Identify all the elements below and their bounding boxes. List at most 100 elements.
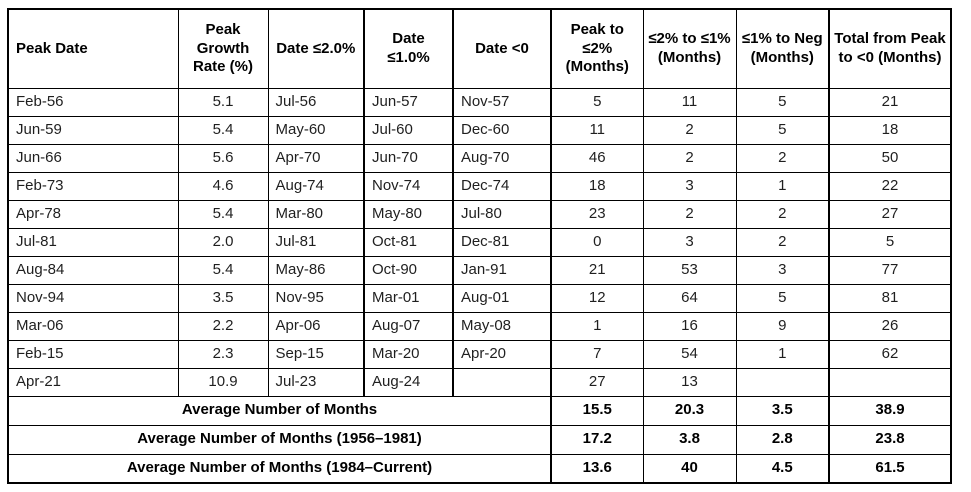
cell-peak-date: Jun-59: [7, 115, 179, 145]
cell-date-lt-0: Jul-80: [452, 199, 552, 229]
cell-date-le-1pct: Aug-24: [363, 367, 454, 397]
cell-months-peak-to-2pct: 1: [550, 311, 644, 341]
cell-months-total: [828, 367, 952, 397]
cell-months-1pct-to-neg: 2: [735, 143, 830, 173]
cell-peak-date: Nov-94: [7, 283, 179, 313]
table-row: Nov-94 3.5 Nov-95 Mar-01 Aug-01 12 64 5 81: [7, 283, 952, 313]
cell-months-peak-to-2pct: 5: [550, 87, 644, 117]
cell-peak-date: Feb-73: [7, 171, 179, 201]
cell-peak-date: Mar-06: [7, 311, 179, 341]
cell-months-peak-to-2pct: 7: [550, 339, 644, 369]
average-value-months-total: 61.5: [828, 453, 952, 484]
cell-date-lt-0: Jan-91: [452, 255, 552, 285]
cell-months-total: 62: [828, 339, 952, 369]
average-value-months-2pct-to-1pct: 40: [642, 453, 737, 484]
cell-date-le-1pct: Jul-60: [363, 115, 454, 145]
average-value-months-2pct-to-1pct: 3.8: [642, 424, 737, 455]
cell-months-total: 77: [828, 255, 952, 285]
cell-months-total: 50: [828, 143, 952, 173]
cell-date-lt-0: May-08: [452, 311, 552, 341]
cell-peak-date: Apr-78: [7, 199, 179, 229]
cell-months-total: 26: [828, 311, 952, 341]
cell-date-le-1pct: Jun-57: [363, 87, 454, 117]
cell-months-2pct-to-1pct: 54: [642, 339, 737, 369]
table-row: Feb-56 5.1 Jul-56 Jun-57 Nov-57 5 11 5 21: [7, 87, 952, 117]
cell-date-lt-0: Dec-74: [452, 171, 552, 201]
cell-peak-growth-rate: 2.2: [177, 311, 269, 341]
cell-months-peak-to-2pct: 21: [550, 255, 644, 285]
cell-date-le-2pct: Mar-80: [267, 199, 365, 229]
average-row-label: Average Number of Months (1956–1981): [7, 424, 552, 455]
cell-months-peak-to-2pct: 18: [550, 171, 644, 201]
table-row: Mar-06 2.2 Apr-06 Aug-07 May-08 1 16 9 26: [7, 311, 952, 341]
cell-date-le-2pct: Apr-06: [267, 311, 365, 341]
cell-date-le-2pct: Nov-95: [267, 283, 365, 313]
cell-months-2pct-to-1pct: 64: [642, 283, 737, 313]
cell-months-1pct-to-neg: 3: [735, 255, 830, 285]
header-cell-peak-growth-rate: Peak Growth Rate (%): [177, 8, 269, 89]
header-cell-peak-date: Peak Date: [7, 8, 179, 89]
peak-to-negative-growth-table: Peak Date Peak Growth Rate (%) Date ≤2.0% D…: [7, 8, 952, 484]
cell-months-peak-to-2pct: 12: [550, 283, 644, 313]
table-row: Jul-81 2.0 Jul-81 Oct-81 Dec-81 0 3 2 5: [7, 227, 952, 257]
cell-peak-growth-rate: 2.3: [177, 339, 269, 369]
table-header: Peak Date Peak Growth Rate (%) Date ≤2.0% D…: [7, 8, 952, 89]
header-cell-date-le-1pct: Date ≤1.0%: [363, 8, 454, 89]
cell-months-1pct-to-neg: 5: [735, 283, 830, 313]
cell-date-le-1pct: Jun-70: [363, 143, 454, 173]
cell-date-le-2pct: Jul-56: [267, 87, 365, 117]
cell-months-peak-to-2pct: 27: [550, 367, 644, 397]
cell-peak-growth-rate: 5.1: [177, 87, 269, 117]
cell-date-le-2pct: Jul-23: [267, 367, 365, 397]
average-value-months-1pct-to-neg: 2.8: [735, 424, 830, 455]
cell-date-le-2pct: May-86: [267, 255, 365, 285]
table-row: Jun-66 5.6 Apr-70 Jun-70 Aug-70 46 2 2 50: [7, 143, 952, 173]
average-value-months-1pct-to-neg: 4.5: [735, 453, 830, 484]
cell-months-2pct-to-1pct: 2: [642, 199, 737, 229]
cell-months-peak-to-2pct: 0: [550, 227, 644, 257]
table-footer: Average Number of Months 15.5 20.3 3.5 38.9 A…: [7, 395, 952, 484]
cell-months-total: 81: [828, 283, 952, 313]
header-cell-months-2pct-to-1pct: ≤2% to ≤1% (Months): [642, 8, 737, 89]
cell-date-le-1pct: Aug-07: [363, 311, 454, 341]
cell-peak-growth-rate: 5.4: [177, 115, 269, 145]
table-row: Apr-78 5.4 Mar-80 May-80 Jul-80 23 2 2 27: [7, 199, 952, 229]
cell-peak-growth-rate: 5.4: [177, 255, 269, 285]
cell-date-le-2pct: Aug-74: [267, 171, 365, 201]
cell-months-1pct-to-neg: 2: [735, 227, 830, 257]
cell-date-lt-0: Aug-70: [452, 143, 552, 173]
header-cell-date-le-2pct: Date ≤2.0%: [267, 8, 365, 89]
cell-date-le-1pct: May-80: [363, 199, 454, 229]
cell-peak-date: Apr-21: [7, 367, 179, 397]
cell-months-1pct-to-neg: 9: [735, 311, 830, 341]
cell-date-le-2pct: Sep-15: [267, 339, 365, 369]
average-row-label: Average Number of Months (1984–Current): [7, 453, 552, 484]
cell-date-le-1pct: Oct-90: [363, 255, 454, 285]
cell-months-2pct-to-1pct: 2: [642, 143, 737, 173]
cell-date-le-1pct: Oct-81: [363, 227, 454, 257]
cell-months-peak-to-2pct: 23: [550, 199, 644, 229]
table-row: Apr-21 10.9 Jul-23 Aug-24 27 13: [7, 367, 952, 397]
cell-months-total: 18: [828, 115, 952, 145]
cell-peak-growth-rate: 5.6: [177, 143, 269, 173]
average-row: Average Number of Months (1984–Current) 1…: [7, 453, 952, 484]
header-cell-months-1pct-to-neg: ≤1% to Neg (Months): [735, 8, 830, 89]
table-body: Feb-56 5.1 Jul-56 Jun-57 Nov-57 5 11 5 21 Jun-59 5…: [7, 87, 952, 397]
average-value-months-peak-to-2pct: 15.5: [550, 395, 644, 426]
cell-peak-date: Feb-15: [7, 339, 179, 369]
cell-date-lt-0: Aug-01: [452, 283, 552, 313]
average-value-months-1pct-to-neg: 3.5: [735, 395, 830, 426]
cell-months-total: 27: [828, 199, 952, 229]
cell-date-lt-0: Dec-81: [452, 227, 552, 257]
average-value-months-peak-to-2pct: 17.2: [550, 424, 644, 455]
cell-peak-growth-rate: 2.0: [177, 227, 269, 257]
cell-peak-date: Jun-66: [7, 143, 179, 173]
cell-date-le-1pct: Mar-20: [363, 339, 454, 369]
cell-date-le-1pct: Mar-01: [363, 283, 454, 313]
cell-months-1pct-to-neg: 5: [735, 87, 830, 117]
cell-months-1pct-to-neg: 5: [735, 115, 830, 145]
cell-months-2pct-to-1pct: 2: [642, 115, 737, 145]
average-row: Average Number of Months 15.5 20.3 3.5 38.9: [7, 395, 952, 426]
cell-date-le-2pct: Jul-81: [267, 227, 365, 257]
